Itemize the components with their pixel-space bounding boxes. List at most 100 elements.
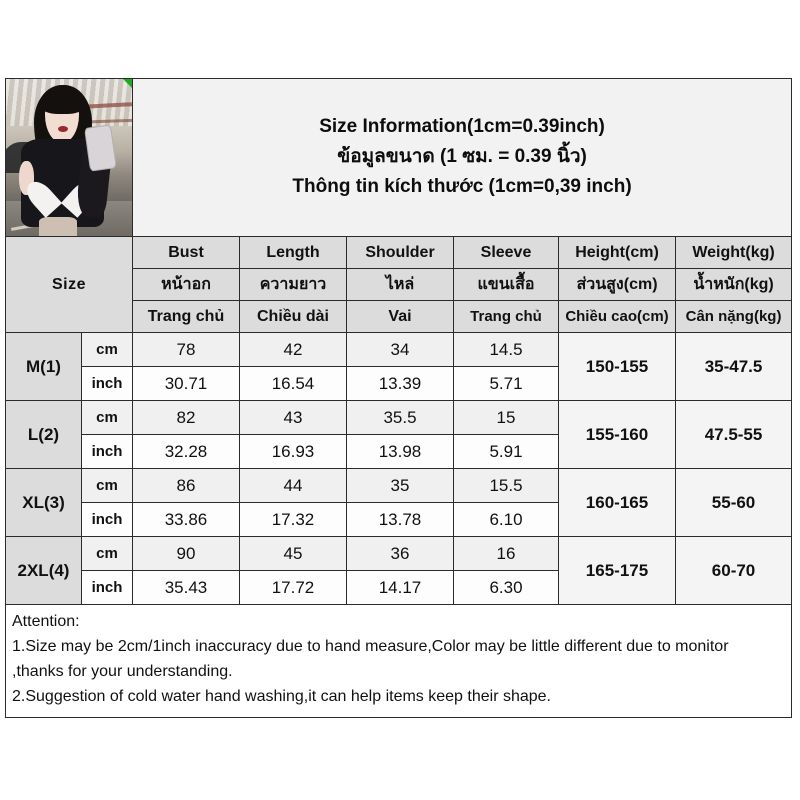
cell-length-cm: 42 — [239, 332, 347, 367]
header-weight-en: Weight(kg) — [674, 236, 793, 269]
photo-model-lips — [57, 126, 68, 133]
table-row: inch 33.86 17.32 13.78 6.10 — [6, 502, 792, 537]
heart-graphic-icon — [40, 167, 83, 211]
cell-length-inch: 17.32 — [239, 502, 347, 537]
cell-weight-range: 60-70 — [674, 536, 793, 605]
header-sleeve-th: แขนเสื้อ — [453, 268, 559, 301]
column-header-row-vietnamese: Trang chủ Chiều dài Vai Trang chủ Chiều … — [6, 300, 793, 333]
header-length-en: Length — [239, 236, 347, 269]
cell-bust-cm: 78 — [132, 332, 240, 367]
cell-weight-range: 35-47.5 — [674, 332, 793, 401]
header-length-th: ความยาว — [239, 268, 347, 301]
cell-bust-inch: 35.43 — [132, 570, 240, 605]
unit-cm: cm — [81, 536, 133, 571]
title-line-vietnamese: Thông tin kích thước (1cm=0,39 inch) — [292, 175, 632, 197]
cell-sleeve-cm: 14.5 — [453, 332, 559, 367]
header-bust-vi: Trang chủ — [132, 300, 240, 333]
header-bust-en: Bust — [132, 236, 240, 269]
cell-height-range: 160-165 — [558, 468, 676, 537]
table-row: inch 32.28 16.93 13.98 5.91 — [6, 434, 792, 469]
size-label-l: L(2) — [5, 400, 82, 469]
title-cell: Size Information(1cm=0.39inch) ข้อมูลขนา… — [131, 78, 793, 237]
size-column-header: Size — [5, 236, 133, 333]
cell-height-range: 150-155 — [558, 332, 676, 401]
cell-sleeve-cm: 16 — [453, 536, 559, 571]
table-row: M(1) cm 78 42 34 14.5 150-155 35-47.5 — [5, 332, 793, 401]
header-shoulder-vi: Vai — [346, 300, 454, 333]
header-weight-th: น้ำหนัก(kg) — [674, 268, 793, 301]
green-corner-flag-icon — [123, 79, 132, 88]
cell-shoulder-cm: 36 — [346, 536, 454, 571]
size-label-xl: XL(3) — [5, 468, 82, 537]
header-sleeve-en: Sleeve — [453, 236, 559, 269]
cell-height-range: 165-175 — [558, 536, 676, 605]
header-shoulder-th: ไหล่ — [346, 268, 454, 301]
cell-bust-inch: 30.71 — [132, 366, 240, 401]
cell-height-range: 155-160 — [558, 400, 676, 469]
attention-cell: Attention: 1.Size may be 2cm/1inch inacc… — [4, 604, 793, 718]
header-shoulder-en: Shoulder — [346, 236, 454, 269]
cell-shoulder-inch: 14.17 — [346, 570, 454, 605]
header-sleeve-vi: Trang chủ — [453, 300, 559, 333]
product-photo-cell — [5, 78, 133, 237]
unit-inch: inch — [81, 502, 133, 537]
cell-bust-cm: 82 — [132, 400, 240, 435]
cell-shoulder-inch: 13.78 — [346, 502, 454, 537]
size-label-m: M(1) — [5, 332, 82, 401]
cell-shoulder-cm: 34 — [346, 332, 454, 367]
header-length-vi: Chiều dài — [239, 300, 347, 333]
cell-length-cm: 43 — [239, 400, 347, 435]
title-line-english: Size Information(1cm=0.39inch) — [319, 115, 605, 137]
cell-length-cm: 44 — [239, 468, 347, 503]
header-height-en: Height(cm) — [558, 236, 676, 269]
cell-bust-cm: 90 — [132, 536, 240, 571]
unit-inch: inch — [81, 434, 133, 469]
attention-line-3: 2.Suggestion of cold water hand washing,… — [12, 688, 551, 705]
table-row: L(2) cm 82 43 35.5 15 155-160 47.5-55 — [5, 400, 793, 469]
unit-cm: cm — [81, 400, 133, 435]
unit-cm: cm — [81, 468, 133, 503]
unit-cm: cm — [81, 332, 133, 367]
cell-sleeve-inch: 5.91 — [453, 434, 559, 469]
cell-weight-range: 47.5-55 — [674, 400, 793, 469]
table-row: inch 30.71 16.54 13.39 5.71 — [6, 366, 792, 401]
table-row: 2XL(4) cm 90 45 36 16 165-175 60-70 — [5, 536, 793, 605]
size-label-2xl: 2XL(4) — [5, 536, 82, 605]
photo-phone — [83, 124, 117, 173]
column-header-row-thai: หน้าอก ความยาว ไหล่ แขนเสื้อ ส่วนสูง(cm)… — [6, 268, 793, 301]
header-weight-vi: Cân nặng(kg) — [674, 300, 793, 333]
unit-inch: inch — [81, 366, 133, 401]
cell-sleeve-cm: 15.5 — [453, 468, 559, 503]
attention-line-2: ,thanks for your understanding. — [12, 663, 233, 680]
header-height-vi: Chiều cao(cm) — [558, 300, 676, 333]
cell-sleeve-inch: 5.71 — [453, 366, 559, 401]
table-row: XL(3) cm 86 44 35 15.5 160-165 55-60 — [5, 468, 793, 537]
cell-length-inch: 16.54 — [239, 366, 347, 401]
cell-shoulder-inch: 13.98 — [346, 434, 454, 469]
title-line-thai: ข้อมูลขนาด (1 ซม. = 0.39 นิ้ว) — [337, 145, 587, 167]
cell-weight-range: 55-60 — [674, 468, 793, 537]
column-header-row-english: Size Bust Length Shoulder Sleeve Height(… — [5, 236, 793, 333]
cell-sleeve-cm: 15 — [453, 400, 559, 435]
header-banner-row: Size Information(1cm=0.39inch) ข้อมูลขนา… — [5, 78, 793, 237]
cell-length-inch: 17.72 — [239, 570, 347, 605]
cell-sleeve-inch: 6.10 — [453, 502, 559, 537]
cell-bust-inch: 32.28 — [132, 434, 240, 469]
cell-shoulder-cm: 35 — [346, 468, 454, 503]
photo-model-bangs — [41, 89, 85, 114]
size-chart-table: Size Information(1cm=0.39inch) ข้อมูลขนา… — [4, 78, 793, 718]
attention-line-1: 1.Size may be 2cm/1inch inaccuracy due t… — [12, 638, 729, 655]
cell-shoulder-cm: 35.5 — [346, 400, 454, 435]
attention-row: Attention: 1.Size may be 2cm/1inch inacc… — [4, 604, 793, 718]
attention-heading: Attention: — [12, 613, 80, 630]
header-height-th: ส่วนสูง(cm) — [558, 268, 676, 301]
product-photo — [6, 79, 132, 236]
cell-bust-inch: 33.86 — [132, 502, 240, 537]
unit-inch: inch — [81, 570, 133, 605]
header-bust-th: หน้าอก — [132, 268, 240, 301]
cell-length-cm: 45 — [239, 536, 347, 571]
cell-length-inch: 16.93 — [239, 434, 347, 469]
photo-model-bottoms — [38, 217, 77, 236]
cell-shoulder-inch: 13.39 — [346, 366, 454, 401]
